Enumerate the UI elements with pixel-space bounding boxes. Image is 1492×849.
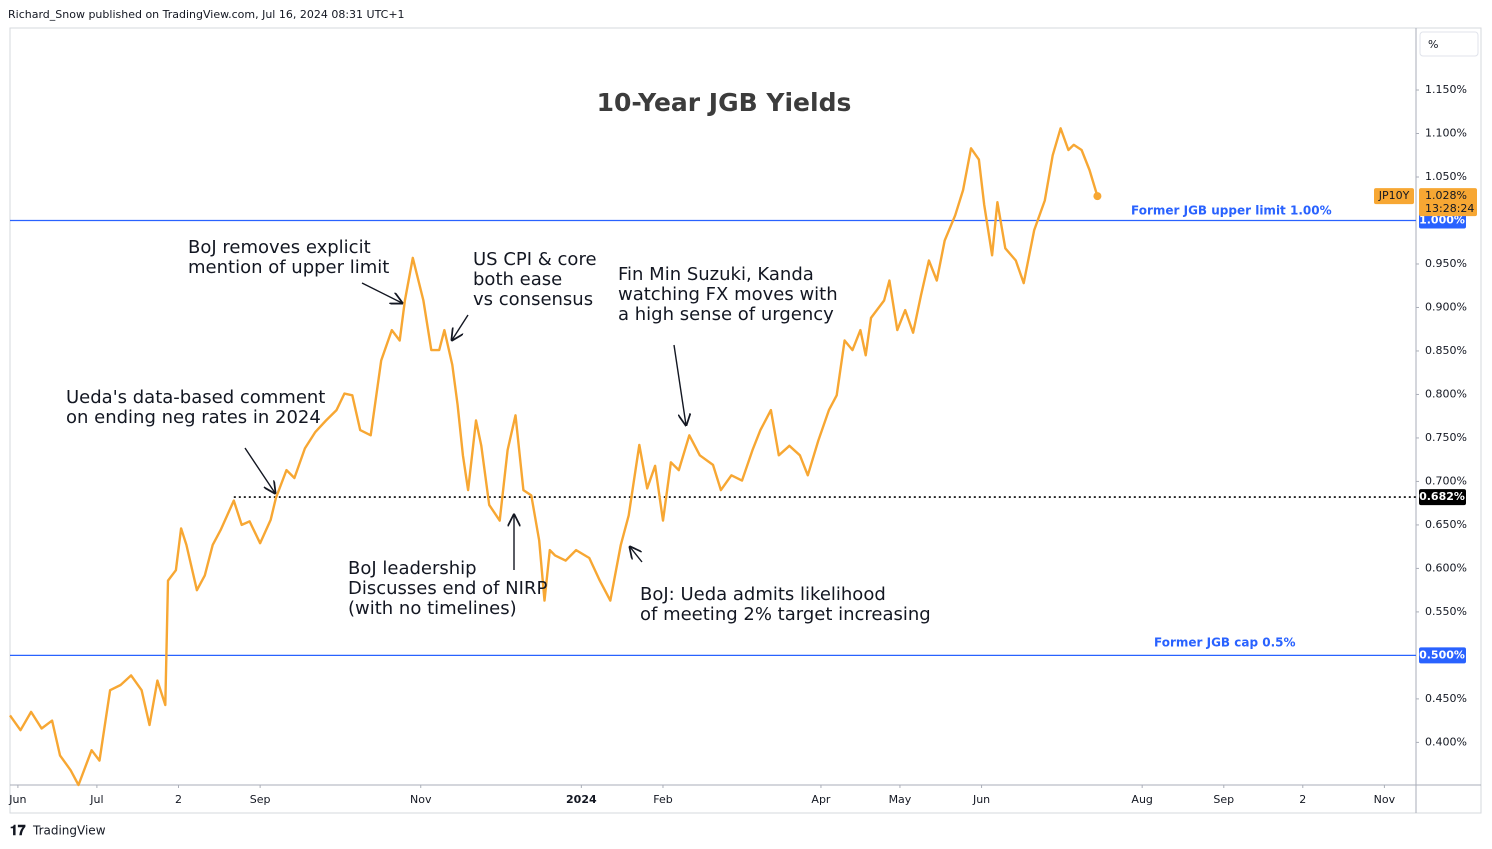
annotation: (with no timelines) <box>348 598 517 619</box>
y-tick-label: 0.450% <box>1425 692 1467 705</box>
last-point <box>1093 192 1102 201</box>
logo-mark: 𝟏𝟕 <box>10 823 26 839</box>
annotation: Discusses end of NIRP <box>348 578 547 599</box>
arrow <box>361 282 402 303</box>
annotation: BoJ: Ueda admits likelihood <box>640 584 886 605</box>
x-tick-label: Nov <box>1374 793 1396 806</box>
annotation: BoJ removes explicit <box>188 237 371 258</box>
logo[interactable]: 𝟏𝟕 TradingView <box>10 823 106 839</box>
x-tick-label: Feb <box>653 793 672 806</box>
price-badge-label: 1.000% <box>1419 213 1465 226</box>
y-tick-label: 0.850% <box>1425 344 1467 357</box>
y-tick-label: 0.700% <box>1425 474 1467 487</box>
annotation: US CPI & core <box>473 249 597 270</box>
reference-line-label: Former JGB upper limit 1.00% <box>1131 204 1332 218</box>
y-tick-label: 1.050% <box>1425 170 1467 183</box>
x-tick-label: May <box>889 793 912 806</box>
arrow <box>244 447 275 493</box>
annotation: Ueda's data-based comment <box>66 387 325 408</box>
annotation: of meeting 2% target increasing <box>640 604 931 625</box>
last-price-badge <box>1419 188 1477 217</box>
y-tick-label: 0.550% <box>1425 605 1467 618</box>
x-tick-label: Sep <box>250 793 271 806</box>
symbol-name: JP10Y <box>1378 189 1410 202</box>
footer: TradingView <box>32 824 106 838</box>
annotation: watching FX moves with <box>618 284 838 305</box>
header: Richard_Snow published on TradingView.co… <box>8 8 405 21</box>
frame <box>9 27 1482 814</box>
y-tick-label: 1.150% <box>1425 83 1467 96</box>
y-tick-label: 0.600% <box>1425 561 1467 574</box>
annotation: BoJ leadership <box>348 558 477 579</box>
annotation: mention of upper limit <box>188 257 389 278</box>
annotation: vs consensus <box>473 289 593 310</box>
reference-line-label: Former JGB cap 0.5% <box>1154 636 1296 650</box>
annotation: on ending neg rates in 2024 <box>66 407 321 428</box>
x-tick-label: Jun <box>8 793 26 806</box>
x-tick-label: 2 <box>1299 793 1306 806</box>
annotation: a high sense of urgency <box>618 304 834 325</box>
price-line <box>9 127 1099 787</box>
arrows <box>244 282 686 570</box>
price-badge-label: 0.682% <box>1419 490 1465 503</box>
x-tick-label: Aug <box>1131 793 1152 806</box>
y-tick-label: 0.750% <box>1425 431 1467 444</box>
y-tick-label: 0.650% <box>1425 518 1467 531</box>
chart-title: 10-Year JGB Yields <box>597 88 852 117</box>
y-tick-label: 0.900% <box>1425 300 1467 313</box>
x-tick-label: Apr <box>811 793 831 806</box>
price-badge <box>1419 212 1466 229</box>
y-tick-label: 0.800% <box>1425 387 1467 400</box>
y-tick-label: 0.950% <box>1425 257 1467 270</box>
price-badge <box>1419 489 1466 506</box>
x-tick-label: Nov <box>410 793 432 806</box>
y-tick-label: 0.400% <box>1425 735 1467 748</box>
price-badge <box>1419 647 1466 664</box>
annotation: Fin Min Suzuki, Kanda <box>618 264 814 285</box>
y-tick-label: 1.100% <box>1425 127 1467 140</box>
arrow <box>673 344 686 425</box>
x-tick-label: 2024 <box>566 793 597 806</box>
unit-box[interactable] <box>1419 31 1479 57</box>
x-tick-label: Sep <box>1213 793 1234 806</box>
countdown: 13:28:24 <box>1425 202 1474 215</box>
axis-unit: % <box>1428 38 1438 51</box>
x-tick-label: 2 <box>175 793 182 806</box>
x-tick-label: Jul <box>89 793 103 806</box>
arrow <box>630 547 643 563</box>
price-badge-label: 0.500% <box>1419 648 1465 661</box>
arrow <box>452 314 469 340</box>
symbol-badge <box>1374 188 1414 205</box>
x-tick-label: Jun <box>972 793 990 806</box>
last-price-label: 1.028% <box>1425 189 1467 202</box>
annotation: both ease <box>473 269 562 290</box>
